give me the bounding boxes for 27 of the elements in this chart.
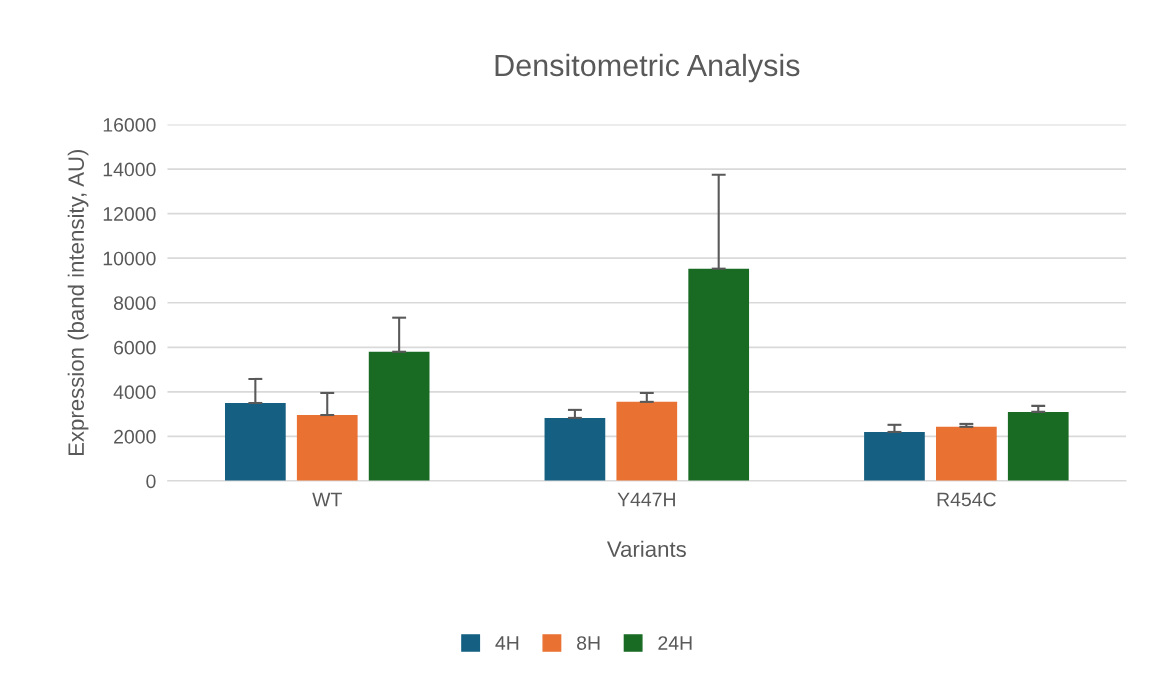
bar	[224, 402, 286, 481]
y-tick-label: 10000	[103, 251, 156, 266]
x-axis-title: Variants	[606, 540, 686, 558]
y-tick-label: 4000	[113, 385, 156, 400]
chart-title: Densitometric Analysis	[495, 53, 800, 83]
legend-label: 8H	[577, 636, 600, 650]
bar	[544, 417, 606, 481]
legend-label: 24H	[658, 636, 692, 650]
y-tick-label: 2000	[114, 429, 156, 444]
x-tick-label: R454C	[937, 492, 996, 507]
y-tick-label: 6000	[114, 340, 156, 355]
bar	[688, 268, 750, 481]
bar	[296, 415, 358, 481]
y-tick-label: 14000	[103, 162, 156, 177]
bar	[935, 426, 997, 481]
bar	[616, 401, 678, 481]
bar	[864, 431, 925, 481]
y-tick-label: 12000	[103, 207, 156, 221]
y-tick-label: 0	[146, 474, 156, 489]
y-axis-title: Expression (band intensity, AU)	[67, 149, 89, 456]
legend-label: 4H	[495, 636, 519, 650]
y-tick-label: 8000	[113, 296, 156, 310]
x-tick-label: Y447H	[617, 492, 675, 507]
x-tick-label: WT	[312, 492, 342, 507]
y-tick-label: 16000	[103, 118, 156, 132]
bar	[1007, 411, 1069, 481]
bar	[368, 351, 430, 481]
